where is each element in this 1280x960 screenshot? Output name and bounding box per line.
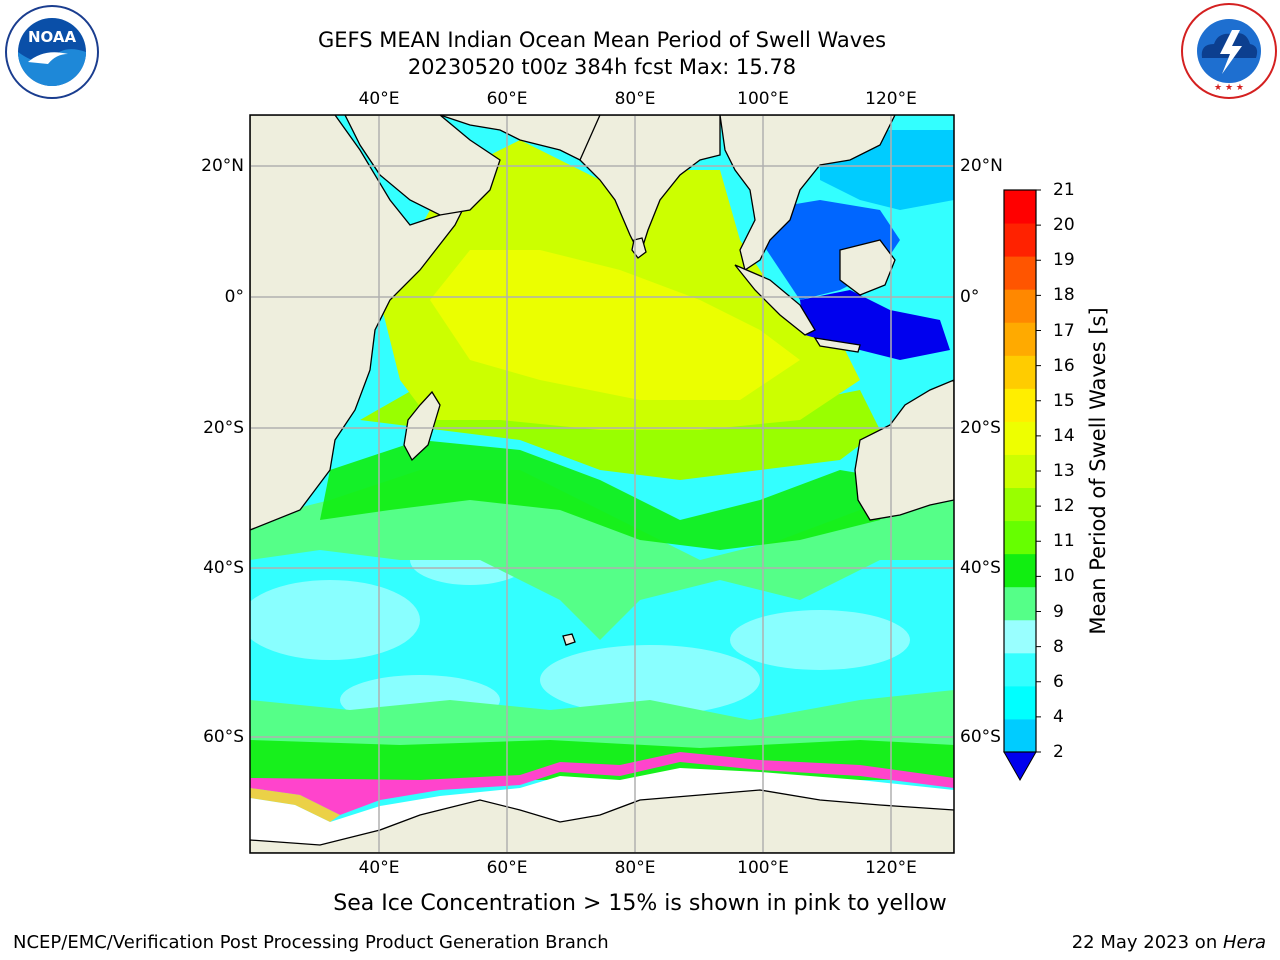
lon-tick-bottom: 80°E: [614, 858, 656, 878]
colorbar-segment: [1004, 520, 1036, 555]
colorbar-segment: [1004, 289, 1036, 323]
lon-tick-bottom: 100°E: [737, 858, 789, 878]
lon-tick-top: 80°E: [614, 89, 656, 109]
colorbar-tick-label: 12: [1053, 496, 1075, 517]
colorbar-tick-label: 2: [1053, 742, 1064, 762]
madagascar-land: [403, 390, 441, 462]
colorbar-tick-label: 10: [1053, 566, 1075, 587]
borneo-land: [839, 239, 896, 296]
colorbar-title: Mean Period of Swell Waves [s]: [1086, 307, 1110, 635]
sea-ice-band: [250, 752, 954, 815]
colorbar-tick-label: 11: [1053, 531, 1075, 552]
colorbar-tick-label: 8: [1053, 636, 1064, 657]
colorbar-tick-label: 20: [1053, 215, 1075, 236]
footer-credit: NCEP/EMC/Verification Post Processing Pr…: [13, 932, 609, 953]
colorbar-tick-label: 21: [1053, 180, 1075, 200]
lon-tick-top: 40°E: [358, 89, 400, 109]
lat-tick-right: 60°S: [960, 727, 1001, 747]
colorbar-segment: [1004, 256, 1036, 290]
kerguelen-island: [562, 633, 576, 646]
lon-tick-bottom: 60°E: [486, 858, 528, 878]
colorbar-segment: [1004, 454, 1036, 489]
colorbar-tick-label: 6: [1053, 671, 1064, 692]
colorbar-segment: [1004, 586, 1036, 621]
lat-tick-left: 20°S: [203, 418, 244, 438]
india-land: [579, 115, 721, 257]
colorbar-segment: [1004, 487, 1036, 522]
colorbar-tick-label: 9: [1053, 601, 1064, 622]
colorbar-tick-label: 18: [1053, 285, 1075, 306]
graticule: [250, 115, 954, 853]
lon-tick-top: 100°E: [737, 89, 789, 109]
colorbar-segment: [1004, 190, 1036, 224]
colorbar-segment: [1004, 322, 1036, 356]
colorbar: [1003, 189, 1041, 782]
colorbar-tick-label: 14: [1053, 425, 1075, 446]
nws-logo: ★ ★ ★: [1181, 3, 1277, 99]
noaa-logo: NOAA: [5, 5, 99, 99]
colorbar-segment: [1004, 619, 1036, 654]
lat-tick-left: 20°N: [201, 156, 244, 176]
lon-tick-top: 120°E: [865, 89, 917, 109]
footer-date: 22 May 2023 on Hera: [1072, 932, 1266, 954]
colorbar-tick-label: 13: [1053, 461, 1075, 481]
lat-tick-left: 0°: [224, 287, 244, 307]
antarctica-land: [250, 789, 954, 853]
colorbar-segment: [1004, 685, 1036, 720]
lon-tick-top: 60°E: [486, 89, 528, 109]
chart-title: GEFS MEAN Indian Ocean Mean Period of Sw…: [317, 28, 887, 52]
colorbar-segment: [1004, 718, 1036, 753]
java-land: [813, 337, 861, 353]
lat-tick-left: 40°S: [203, 558, 244, 578]
colorbar-segment: [1004, 223, 1036, 257]
period-15-zone: [430, 250, 800, 400]
colorbar-segment: [1004, 388, 1036, 422]
colorbar-tick-label: 16: [1053, 355, 1075, 376]
africa-land: [250, 115, 472, 531]
svg-text:★ ★ ★: ★ ★ ★: [1214, 83, 1244, 93]
colorbar-segment: [1004, 652, 1036, 687]
sumatra-land: [734, 264, 816, 336]
footer-host: Hera: [1222, 932, 1266, 953]
noaa-logo-text: NOAA: [28, 28, 77, 46]
colorbar-under-arrow: [1003, 751, 1037, 782]
chart-subtitle: 20230520 t00z 384h fcst Max: 15.78: [407, 55, 797, 79]
colorbar-tick-label: 15: [1053, 390, 1075, 411]
footer-date-text: 22 May 2023 on: [1071, 932, 1223, 953]
period-10-11-zone: [250, 470, 954, 640]
lon-tick-bottom: 40°E: [358, 858, 400, 878]
lat-tick-right: 0°: [960, 287, 980, 307]
lat-tick-right: 40°S: [960, 558, 1001, 578]
lat-tick-left: 60°S: [203, 727, 244, 747]
colorbar-segment: [1004, 421, 1036, 455]
map-frame: [249, 114, 955, 854]
lat-tick-right: 20°S: [960, 418, 1001, 438]
australia-land: [854, 379, 954, 521]
colorbar-tick-label: 4: [1053, 706, 1064, 727]
sea-ice-note: Sea Ice Concentration > 15% is shown in …: [333, 891, 947, 916]
colorbar-segment: [1004, 355, 1036, 389]
colorbar-segment: [1004, 553, 1036, 588]
colorbar-tick-label: 17: [1053, 320, 1075, 341]
lat-tick-right: 20°N: [960, 156, 1003, 176]
arabia-land: [344, 115, 501, 216]
lon-tick-bottom: 120°E: [865, 858, 917, 878]
period-11-12-zone: [320, 440, 900, 550]
colorbar-tick-label: 19: [1053, 250, 1075, 271]
